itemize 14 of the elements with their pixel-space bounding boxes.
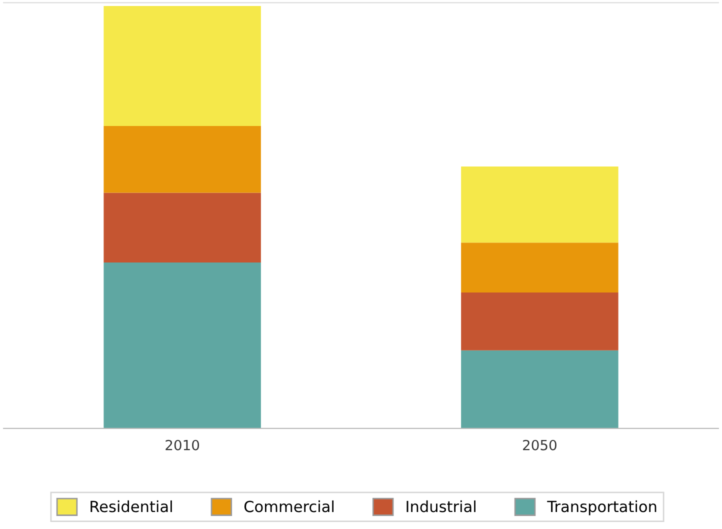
bar xyxy=(104,6,261,126)
legend-label: Residential xyxy=(90,500,172,512)
legend-label: Commercial xyxy=(244,500,334,512)
bar xyxy=(104,126,261,193)
legend-label: Transportation xyxy=(547,500,656,516)
x-tick-label: 2010 xyxy=(166,440,200,450)
bar xyxy=(461,242,618,292)
bar xyxy=(461,350,618,428)
legend-label: Industrial xyxy=(406,500,476,512)
bar xyxy=(461,292,618,350)
bar xyxy=(104,192,261,262)
bar xyxy=(104,262,261,428)
x-tick-label: 2050 xyxy=(523,440,556,450)
bar xyxy=(461,166,618,243)
